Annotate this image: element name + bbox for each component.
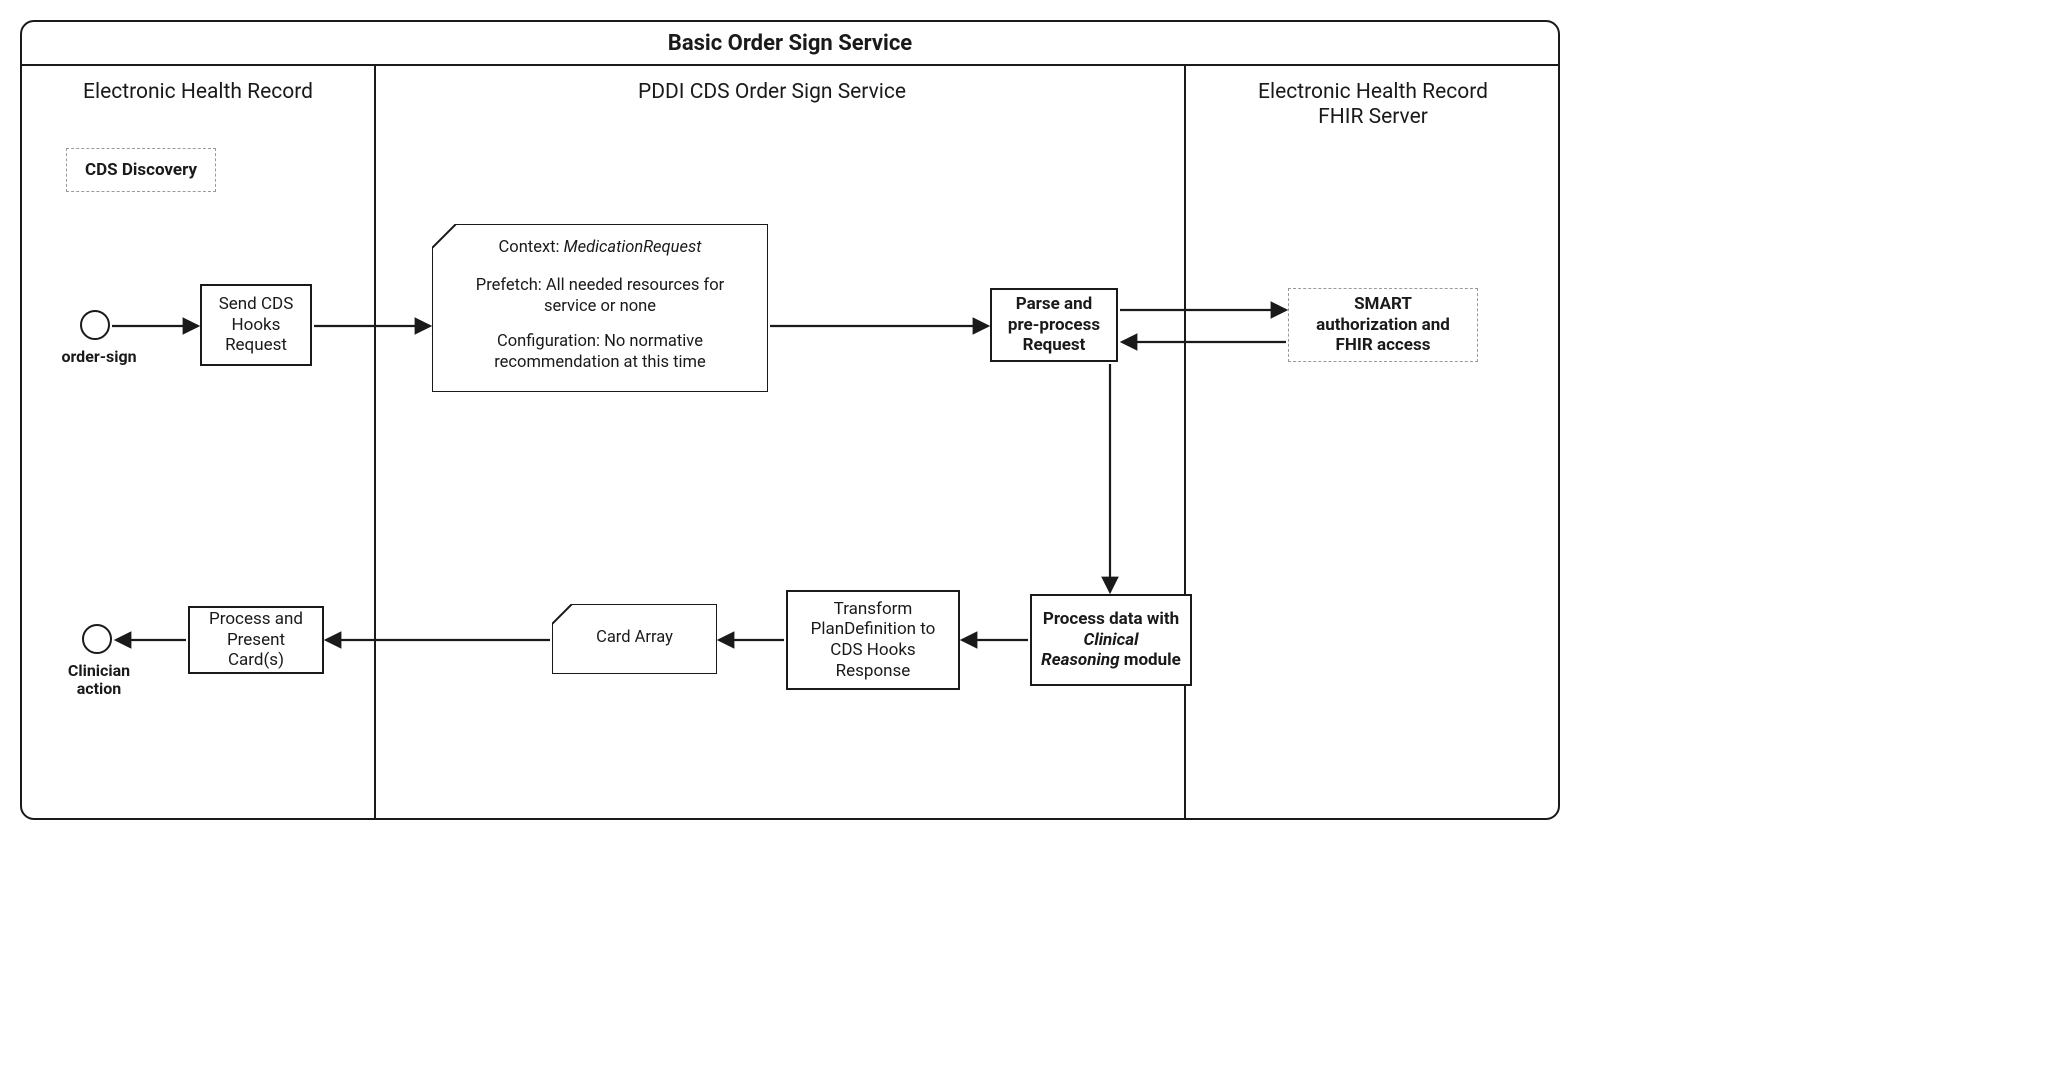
parse-line2: pre-process (1008, 315, 1100, 335)
node-context-note: Context: MedicationRequest Prefetch: All… (432, 224, 768, 392)
smart-line2: authorization and (1316, 315, 1450, 335)
card-array-label: Card Array (552, 628, 717, 649)
clinical-line3: Reasoning (1041, 650, 1119, 670)
node-parse-request: Parse and pre-process Request (990, 288, 1118, 362)
context-line1: Context: MedicationRequest (432, 238, 768, 259)
lane-header-fhir-line1: Electronic Health Record (1258, 80, 1488, 104)
node-card-array: Card Array (552, 604, 717, 674)
lane-divider-1 (374, 66, 376, 818)
lane-divider-2 (1184, 66, 1186, 818)
lanes-container: Electronic Health Record PDDI CDS Order … (22, 66, 1558, 818)
clinical-line1: Process data with (1043, 609, 1179, 629)
send-request-line1: Send CDS (219, 294, 294, 314)
flowchart-diagram: Basic Order Sign Service Electronic Heal… (20, 20, 1560, 820)
smart-line1: SMART (1354, 294, 1412, 314)
node-transform: Transform PlanDefinition to CDS Hooks Re… (786, 590, 960, 690)
clinical-line2: Clinical (1084, 630, 1139, 650)
transform-line4: Response (836, 661, 911, 681)
smart-line3: FHIR access (1336, 335, 1431, 355)
node-smart-auth: SMART authorization and FHIR access (1288, 288, 1478, 362)
parse-line1: Parse and (1016, 294, 1093, 314)
lane-header-ehr: Electronic Health Record (62, 80, 334, 105)
present-line2: Present Card(s) (227, 630, 285, 671)
context-line2: Prefetch: All needed resources for servi… (452, 276, 748, 317)
lane-header-fhir: Electronic Health Record FHIR Server (1196, 80, 1550, 130)
context-line3: Configuration: No normative recommendati… (452, 332, 748, 373)
send-request-line3: Request (225, 335, 287, 355)
lane-header-fhir-line2: FHIR Server (1318, 105, 1428, 129)
label-order-sign: order-sign (54, 348, 144, 366)
send-request-line2: Hooks (232, 315, 281, 335)
parse-line3: Request (1023, 335, 1086, 355)
lane-header-pddi: PDDI CDS Order Sign Service (522, 80, 1022, 105)
present-line1: Process and (209, 609, 303, 629)
node-cds-discovery: CDS Discovery (66, 148, 216, 192)
node-clinician-end (82, 624, 112, 654)
transform-line2: PlanDefinition to (811, 619, 936, 639)
node-order-sign-start (80, 310, 110, 340)
clinical-line4: module (1120, 650, 1181, 670)
node-send-request: Send CDS Hooks Request (200, 284, 312, 366)
arrows-layer (22, 66, 1558, 818)
transform-line3: CDS Hooks (830, 640, 915, 660)
label-clinician: Clinician action (54, 662, 144, 699)
node-process-clinical: Process data with Clinical Reasoning mod… (1030, 594, 1192, 686)
transform-line1: Transform (834, 599, 913, 619)
node-process-present: Process and Present Card(s) (188, 606, 324, 674)
diagram-title: Basic Order Sign Service (22, 22, 1558, 66)
